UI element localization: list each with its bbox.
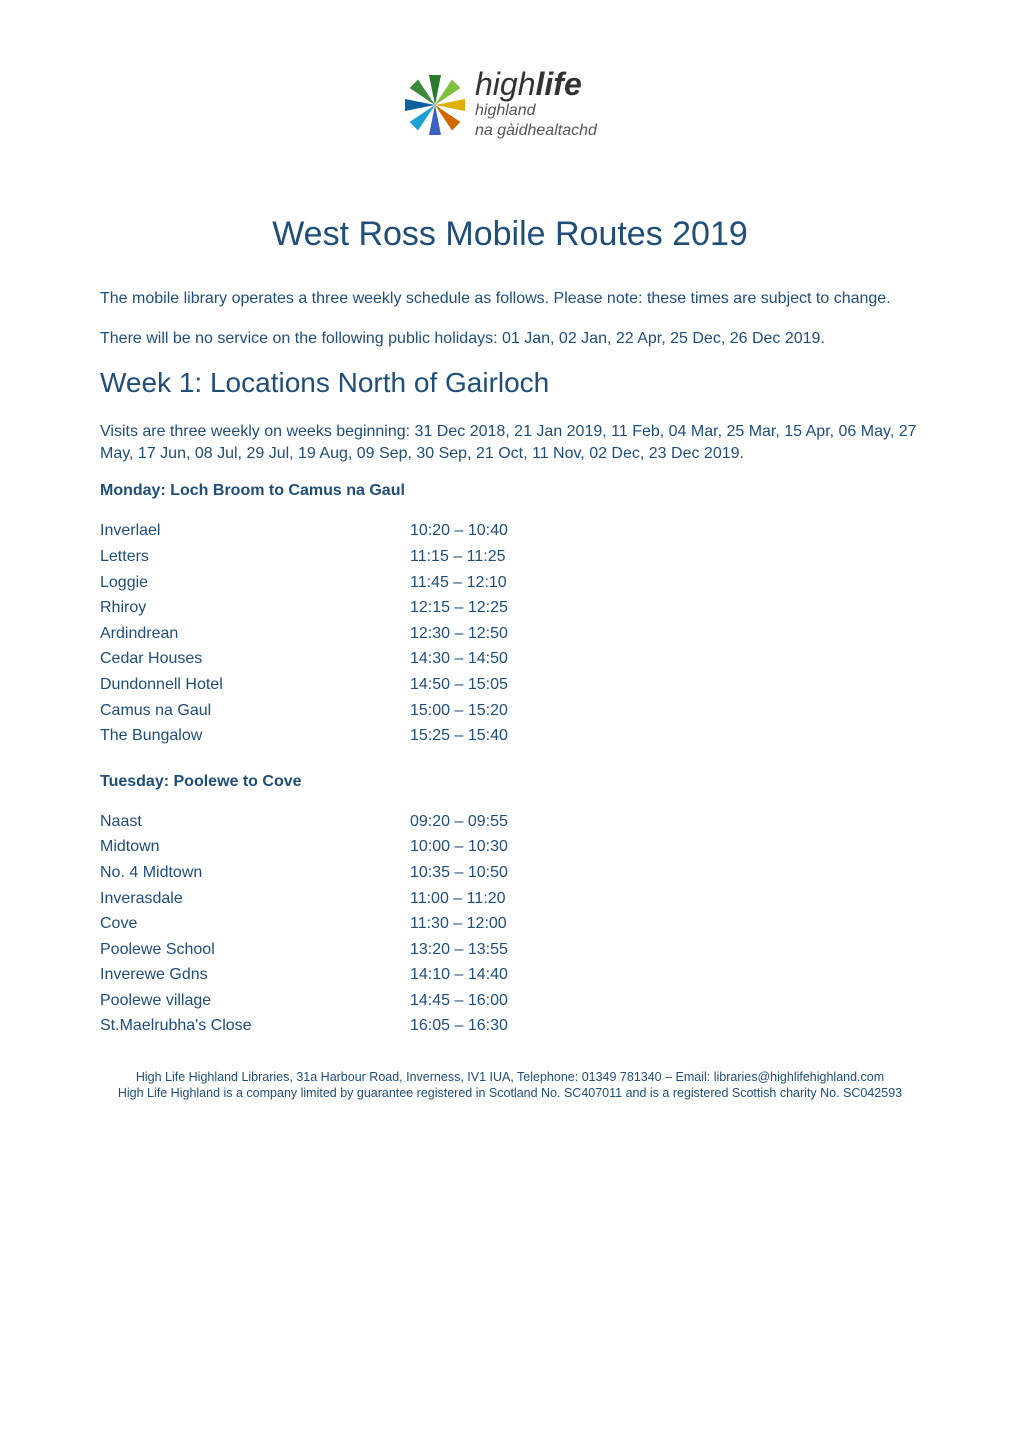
logo-line3: na gàidhealtachd (475, 122, 597, 140)
location-cell: Dundonnell Hotel (100, 672, 410, 698)
time-cell: 09:20 – 09:55 (410, 809, 570, 835)
burst-icon (400, 70, 470, 140)
logo-line2: highland (475, 102, 597, 120)
location-cell: Cove (100, 911, 410, 937)
intro-paragraph-2: There will be no service on the followin… (100, 328, 920, 350)
location-cell: St.Maelrubha's Close (100, 1013, 410, 1039)
location-cell: No. 4 Midtown (100, 860, 410, 886)
location-cell: Inverasdale (100, 886, 410, 912)
schedule-row: St.Maelrubha's Close16:05 – 16:30 (100, 1013, 920, 1039)
footer-line-1: High Life Highland Libraries, 31a Harbou… (100, 1069, 920, 1085)
location-cell: Cedar Houses (100, 646, 410, 672)
time-cell: 11:45 – 12:10 (410, 570, 570, 596)
schedule-row: Letters11:15 – 11:25 (100, 544, 920, 570)
location-cell: Naast (100, 809, 410, 835)
location-cell: Rhiroy (100, 595, 410, 621)
page-title: West Ross Mobile Routes 2019 (100, 215, 920, 254)
location-cell: Inverlael (100, 518, 410, 544)
week-heading: Week 1: Locations North of Gairloch (100, 367, 920, 399)
location-cell: Poolewe village (100, 988, 410, 1014)
logo-container: highlife highland na gàidhealtachd (100, 60, 920, 175)
logo-prefix: high (475, 66, 536, 102)
logo-text: highlife highland na gàidhealtachd (475, 68, 597, 139)
schedule-row: Rhiroy12:15 – 12:25 (100, 595, 920, 621)
location-cell: Inverewe Gdns (100, 962, 410, 988)
time-cell: 12:30 – 12:50 (410, 621, 570, 647)
time-cell: 14:45 – 16:00 (410, 988, 570, 1014)
schedule-row: The Bungalow15:25 – 15:40 (100, 723, 920, 749)
schedule-row: Inverasdale11:00 – 11:20 (100, 886, 920, 912)
highlife-logo: highlife highland na gàidhealtachd (370, 60, 650, 170)
footer-line-2: High Life Highland is a company limited … (100, 1085, 920, 1101)
time-cell: 13:20 – 13:55 (410, 937, 570, 963)
time-cell: 15:00 – 15:20 (410, 698, 570, 724)
schedule-row: Ardindrean12:30 – 12:50 (100, 621, 920, 647)
location-cell: Loggie (100, 570, 410, 596)
tuesday-heading: Tuesday: Poolewe to Cove (100, 773, 920, 791)
schedule-row: Loggie11:45 – 12:10 (100, 570, 920, 596)
intro-paragraph-1: The mobile library operates a three week… (100, 288, 920, 310)
time-cell: 16:05 – 16:30 (410, 1013, 570, 1039)
schedule-row: Camus na Gaul15:00 – 15:20 (100, 698, 920, 724)
time-cell: 10:35 – 10:50 (410, 860, 570, 886)
schedule-row: Dundonnell Hotel14:50 – 15:05 (100, 672, 920, 698)
time-cell: 10:20 – 10:40 (410, 518, 570, 544)
location-cell: Midtown (100, 834, 410, 860)
schedule-row: Poolewe village14:45 – 16:00 (100, 988, 920, 1014)
time-cell: 14:10 – 14:40 (410, 962, 570, 988)
time-cell: 10:00 – 10:30 (410, 834, 570, 860)
location-cell: The Bungalow (100, 723, 410, 749)
tuesday-schedule: Naast09:20 – 09:55Midtown10:00 – 10:30No… (100, 809, 920, 1039)
monday-schedule: Inverlael10:20 – 10:40Letters11:15 – 11:… (100, 518, 920, 748)
time-cell: 11:00 – 11:20 (410, 886, 570, 912)
schedule-row: Naast09:20 – 09:55 (100, 809, 920, 835)
monday-heading: Monday: Loch Broom to Camus na Gaul (100, 482, 920, 500)
logo-bold: life (536, 66, 582, 102)
time-cell: 15:25 – 15:40 (410, 723, 570, 749)
schedule-row: Inverewe Gdns14:10 – 14:40 (100, 962, 920, 988)
location-cell: Camus na Gaul (100, 698, 410, 724)
time-cell: 14:50 – 15:05 (410, 672, 570, 698)
schedule-row: Cove11:30 – 12:00 (100, 911, 920, 937)
time-cell: 11:15 – 11:25 (410, 544, 570, 570)
logo-line1: highlife (475, 68, 597, 100)
schedule-row: No. 4 Midtown10:35 – 10:50 (100, 860, 920, 886)
schedule-row: Poolewe School13:20 – 13:55 (100, 937, 920, 963)
time-cell: 14:30 – 14:50 (410, 646, 570, 672)
location-cell: Ardindrean (100, 621, 410, 647)
visits-paragraph: Visits are three weekly on weeks beginni… (100, 421, 920, 464)
time-cell: 11:30 – 12:00 (410, 911, 570, 937)
location-cell: Poolewe School (100, 937, 410, 963)
schedule-row: Cedar Houses14:30 – 14:50 (100, 646, 920, 672)
schedule-row: Inverlael10:20 – 10:40 (100, 518, 920, 544)
footer: High Life Highland Libraries, 31a Harbou… (100, 1069, 920, 1102)
time-cell: 12:15 – 12:25 (410, 595, 570, 621)
schedule-row: Midtown10:00 – 10:30 (100, 834, 920, 860)
location-cell: Letters (100, 544, 410, 570)
